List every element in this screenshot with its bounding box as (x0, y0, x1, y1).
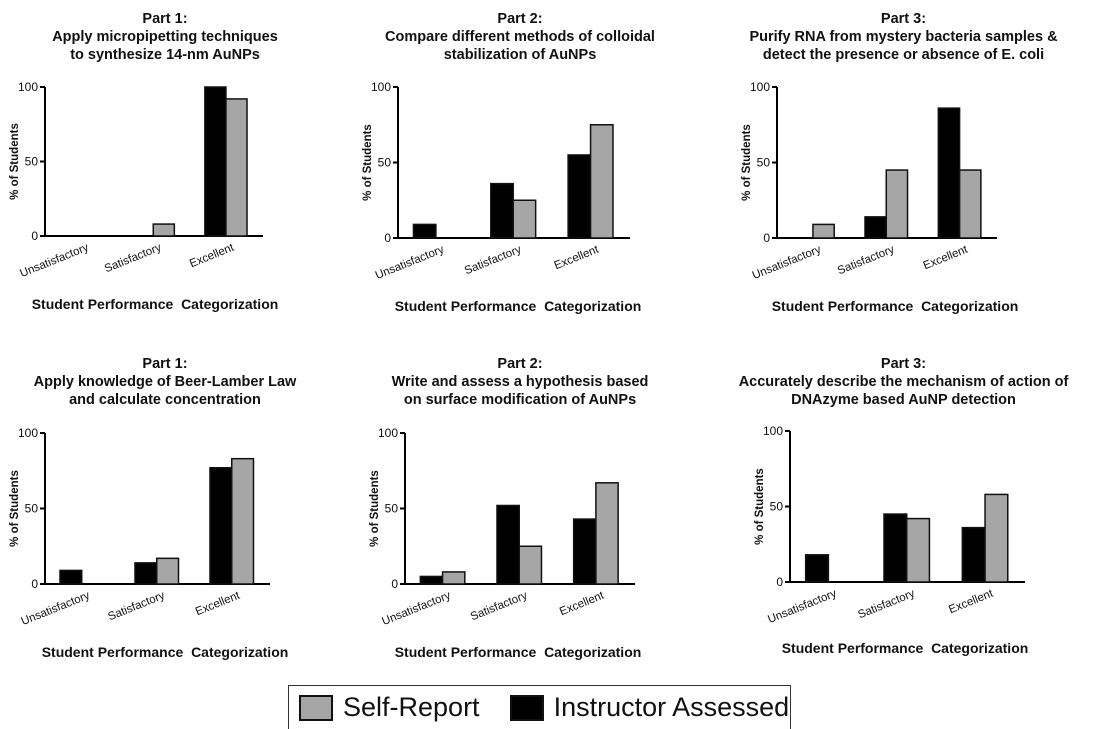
chart-title-line: Accurately describe the mechanism of act… (738, 374, 1069, 390)
bar-self-report (518, 545, 543, 585)
x-tick-label: Excellent (947, 587, 996, 616)
chart-title-line: DNAzyme based AuNP detection (791, 392, 1016, 408)
bar-instructor-assessed (961, 526, 986, 583)
x-tick-label: Unsatisfactory (766, 588, 838, 627)
y-tick-label: 100 (378, 426, 398, 440)
chart-title-line: to synthesize 14-nm AuNPs (70, 47, 260, 63)
y-axis-label: % of Students (362, 124, 374, 201)
y-tick-label: 50 (378, 156, 392, 170)
legend-item-instructor-assessed: Instructor Assessed (509, 692, 790, 723)
chart-title: Part 1: Apply knowledge of Beer-Lamber L… (0, 355, 330, 409)
chart-title-line: Part 2: (497, 356, 543, 372)
chart-title-line: Part 3: (880, 11, 927, 27)
y-axis-label: % of Students (9, 123, 21, 200)
legend-label-instructor-assessed: Instructor Assessed (553, 692, 790, 722)
bar-instructor-assessed (804, 554, 830, 583)
chart-title: Part 2: Write and assess a hypothesis ba… (330, 355, 710, 409)
y-axis-label: % of Students (369, 470, 381, 547)
chart-title-line: Compare different methods of colloidal (385, 29, 655, 45)
bar-self-report (812, 223, 835, 239)
bar-self-report (152, 223, 176, 237)
chart-title-line: stabilization of AuNPs (443, 47, 597, 63)
bar-self-report (156, 557, 180, 585)
chart-title-line: Part 3: (880, 356, 927, 372)
chart-title-line: Write and assess a hypothesis based (391, 374, 649, 390)
y-tick-label: 0 (31, 577, 38, 591)
legend-item-self-report: Self-Report (299, 692, 480, 723)
bar-self-report (595, 482, 619, 585)
bar-self-report (441, 571, 466, 585)
bar-instructor-assessed (59, 569, 83, 585)
x-axis-label: Student Performance Categorization (32, 296, 279, 312)
bar-self-report (885, 169, 909, 239)
y-tick-label: 100 (371, 80, 391, 94)
chart-legend: Self-Report Instructor Assessed (288, 685, 791, 729)
y-tick-label: 50 (25, 155, 39, 169)
chart-title-line: detect the presence or absence of E. col… (762, 47, 1045, 63)
y-tick-label: 0 (391, 577, 398, 591)
x-axis-label: Student Performance Categorization (772, 298, 1019, 314)
bar-self-report (984, 493, 1009, 583)
x-axis-label: Student Performance Categorization (395, 644, 642, 660)
chart-title-line: and calculate concentration (69, 392, 261, 408)
x-axis-label: Student Performance Categorization (42, 644, 289, 660)
chart-title: Part 2: Compare different methods of col… (330, 10, 710, 64)
bar-self-report (225, 98, 248, 237)
bar-self-report (589, 124, 614, 239)
y-axis-label: % of Students (754, 468, 766, 545)
chart-title-line: Part 1: (142, 356, 188, 372)
x-tick-label: Satisfactory (856, 588, 916, 622)
y-tick-label: 100 (18, 80, 38, 94)
chart-title-line: Apply micropipetting techniques (52, 29, 278, 45)
bar-self-report (512, 199, 537, 239)
y-tick-label: 0 (763, 231, 770, 245)
y-axis-label: % of Students (741, 124, 753, 201)
y-tick-label: 50 (25, 502, 39, 516)
bar-self-report (905, 517, 931, 583)
y-tick-label: 50 (770, 500, 784, 514)
bar-self-report (958, 169, 982, 239)
y-tick-label: 0 (384, 231, 391, 245)
chart-title-line: on surface modification of AuNPs (403, 392, 637, 408)
chart-title-line: Purify RNA from mystery bacteria samples… (749, 29, 1058, 45)
legend-swatch-instructor-assessed (509, 694, 544, 721)
y-tick-label: 50 (385, 502, 399, 516)
chart-title: Part 3: Purify RNA from mystery bacteria… (710, 10, 1097, 64)
y-tick-label: 0 (776, 575, 783, 589)
x-axis-label: Student Performance Categorization (395, 298, 642, 314)
x-axis-label: Student Performance Categorization (782, 640, 1029, 656)
y-tick-label: 100 (750, 80, 770, 94)
y-tick-label: 100 (763, 424, 783, 438)
bar-instructor-assessed (883, 513, 908, 583)
chart-title-line: Part 2: (497, 11, 543, 27)
bar-self-report (231, 457, 255, 585)
chart-title-line: Part 1: (142, 11, 188, 27)
y-tick-label: 0 (31, 229, 38, 243)
chart-title-line: Apply knowledge of Beer-Lamber Law (33, 374, 297, 390)
y-tick-label: 50 (757, 156, 771, 170)
bar-instructor-assessed (412, 223, 437, 239)
legend-swatch-self-report (299, 694, 333, 721)
chart-title: Part 1: Apply micropipetting techniques … (0, 10, 330, 64)
bar-instructor-assessed (496, 504, 520, 585)
y-tick-label: 100 (18, 426, 38, 440)
y-axis-label: % of Students (9, 470, 21, 547)
legend-label-self-report: Self-Report (343, 692, 480, 722)
chart-title: Part 3: Accurately describe the mechanis… (710, 355, 1097, 409)
